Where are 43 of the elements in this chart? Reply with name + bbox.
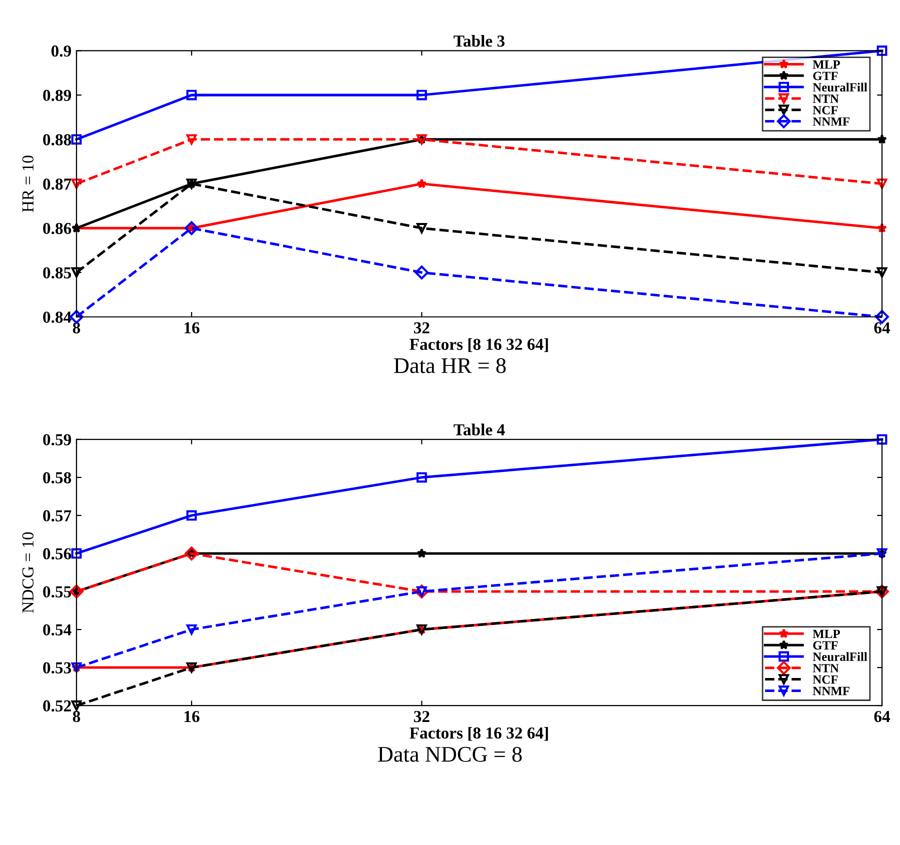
y-tick-label: 0.53 (43, 662, 72, 674)
text: Data HR = 8 (394, 358, 506, 374)
y-tick-label: 0.59 (43, 434, 72, 446)
legend-label: NeuralFill (812, 82, 868, 92)
x-tick-label: 8 (72, 322, 80, 334)
x-tick-label: 16 (184, 322, 200, 334)
legend-label: NNMF (812, 686, 850, 696)
y-tick-label: 0.85 (43, 267, 72, 279)
legend-label: MLP (812, 60, 840, 69)
y-tick-label: 0.58 (43, 472, 72, 484)
legend-label: NTN (812, 664, 839, 672)
legend-label: GTF (813, 641, 838, 650)
y-tick-label: 0.88 (43, 134, 72, 146)
x-axis-title: Factors [8 16 32 64] (410, 338, 548, 352)
y-tick-label: 0.55 (43, 586, 72, 598)
y-tick-label: 0.9 (51, 45, 72, 57)
y-tick-label: 0.54 (43, 624, 72, 636)
legend-label: NCF (812, 106, 838, 114)
legend-label: MLP (812, 630, 840, 638)
x-axis-title: Factors [8 16 32 64] (410, 726, 548, 741)
y-tick-label: 0.89 (43, 90, 72, 102)
chart-title: Table 3 (454, 34, 505, 47)
x-tick-label: 64 (874, 322, 890, 334)
legend-label: NeuralFill (812, 652, 868, 662)
chart-title: Table 4 (454, 424, 505, 436)
x-tick-label: 16 (184, 710, 200, 722)
x-tick-label: 8 (72, 710, 80, 722)
legend-label: NTN (812, 94, 839, 103)
x-tick-label: 32 (414, 710, 430, 722)
legend-label: NNMF (812, 117, 850, 126)
y-tick-label: 0.84 (43, 312, 72, 323)
y-axis-title: NDCG = 10 (22, 532, 34, 613)
legend-label: GTF (813, 72, 838, 80)
legend-label: NCF (812, 675, 838, 684)
text: Data NDCG = 8 (378, 746, 522, 762)
y-tick-label: 0.52 (43, 700, 71, 712)
y-tick-label: 0.56 (43, 548, 72, 560)
x-tick-label: 64 (874, 710, 890, 722)
y-tick-label: 0.57 (43, 510, 72, 522)
y-axis-title: HR = 10 (22, 156, 34, 212)
y-tick-label: 0.86 (43, 222, 72, 234)
x-tick-label: 32 (414, 322, 430, 334)
y-tick-label: 0.87 (43, 178, 72, 190)
